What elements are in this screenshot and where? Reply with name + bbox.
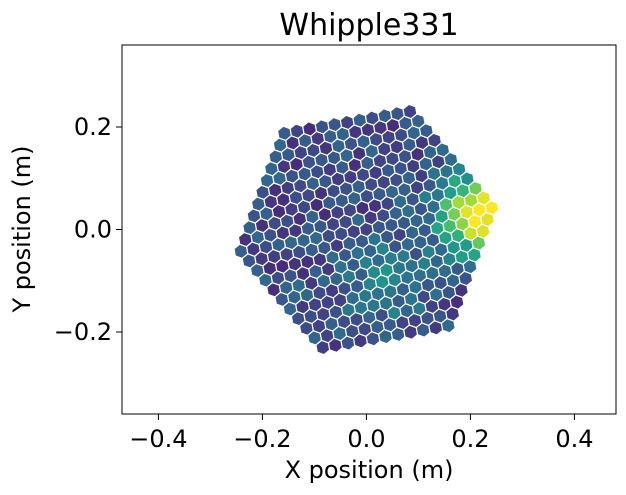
camera-pixels [233,103,500,356]
y-tick-label: −0.2 [54,318,112,346]
chart-title: Whipple331 [279,8,458,43]
x-tick-label: −0.4 [129,425,187,453]
y-axis-ticks: −0.2 0.0 0.2 [54,113,122,346]
camera-pixel [484,199,500,216]
x-tick-label: 0.0 [347,425,385,453]
x-axis-ticks: −0.4 −0.2 0.0 0.2 0.4 [129,414,593,453]
y-tick-label: 0.2 [74,113,112,141]
x-tick-label: 0.4 [555,425,593,453]
y-tick-label: 0.0 [74,216,112,244]
plot-area [121,44,617,415]
x-tick-label: −0.2 [233,425,291,453]
x-axis-label: X position (m) [285,456,454,484]
x-tick-label: 0.2 [451,425,489,453]
y-axis-label: Y position (m) [8,145,36,313]
